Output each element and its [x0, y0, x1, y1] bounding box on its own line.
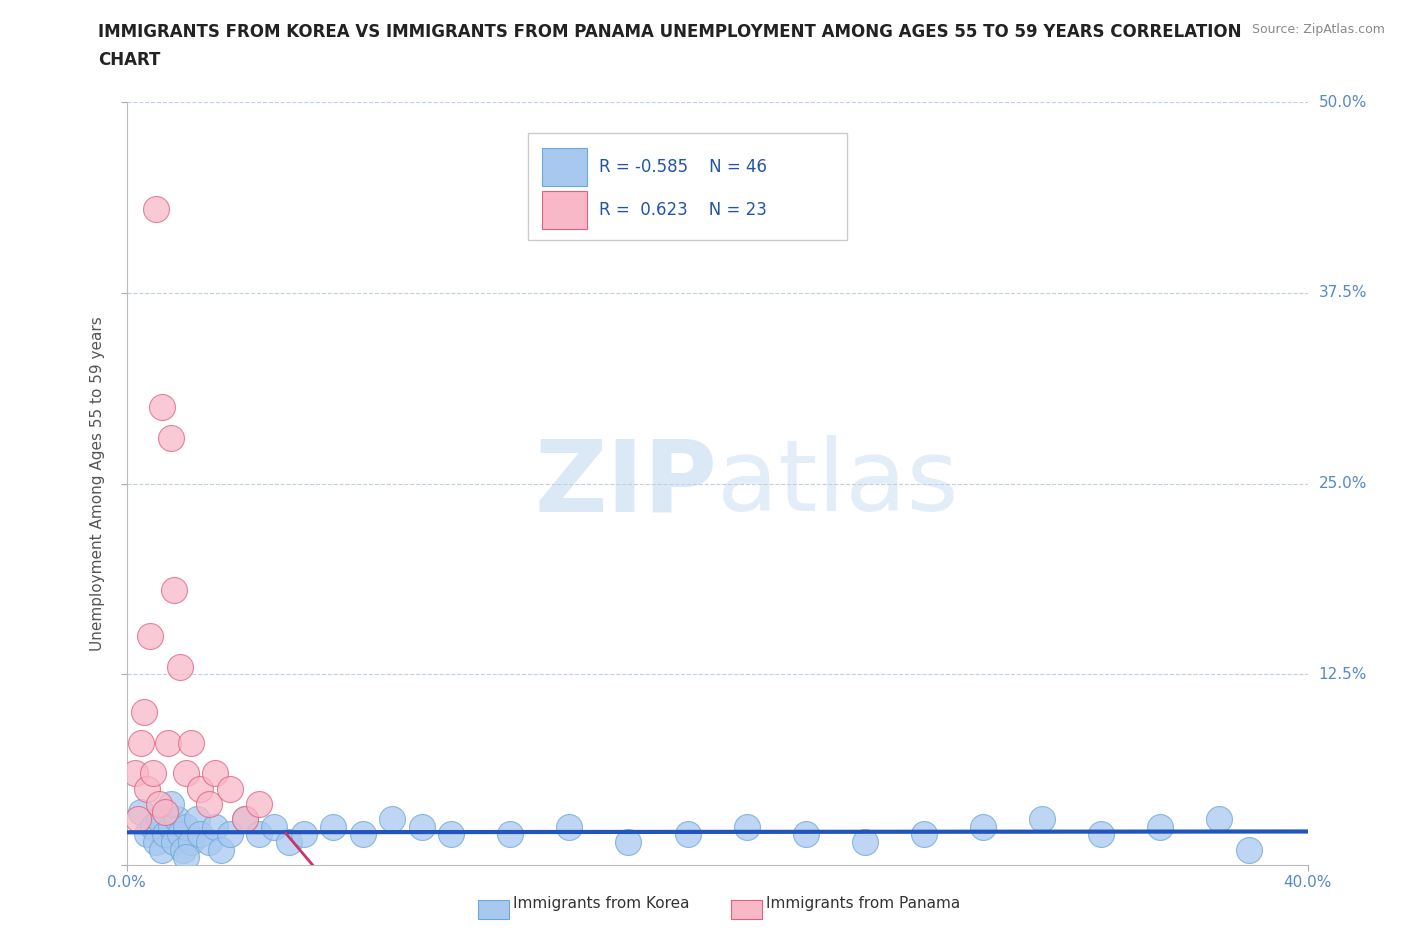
- Text: 25.0%: 25.0%: [1319, 476, 1367, 491]
- Point: [263, 819, 285, 834]
- Text: R =  0.623    N = 23: R = 0.623 N = 23: [599, 201, 766, 219]
- Point: [794, 827, 817, 842]
- Point: [219, 781, 242, 796]
- Text: Immigrants from Korea: Immigrants from Korea: [513, 897, 690, 911]
- Point: [150, 843, 173, 857]
- Point: [249, 827, 271, 842]
- Point: [169, 827, 191, 842]
- Point: [129, 736, 153, 751]
- Point: [153, 827, 176, 842]
- Point: [145, 834, 167, 849]
- Point: [174, 766, 197, 781]
- Point: [139, 629, 162, 644]
- Point: [352, 827, 374, 842]
- Point: [127, 812, 149, 827]
- Point: [912, 827, 935, 842]
- Point: [145, 202, 167, 217]
- Point: [180, 834, 202, 849]
- Point: [853, 834, 876, 849]
- Text: IMMIGRANTS FROM KOREA VS IMMIGRANTS FROM PANAMA UNEMPLOYMENT AMONG AGES 55 TO 59: IMMIGRANTS FROM KOREA VS IMMIGRANTS FROM…: [98, 23, 1241, 41]
- Point: [160, 819, 183, 834]
- Point: [322, 819, 344, 834]
- Point: [160, 431, 183, 445]
- Point: [163, 834, 186, 849]
- Y-axis label: Unemployment Among Ages 55 to 59 years: Unemployment Among Ages 55 to 59 years: [90, 316, 105, 651]
- Point: [124, 766, 146, 781]
- Point: [163, 583, 186, 598]
- Point: [1208, 812, 1230, 827]
- Point: [172, 843, 194, 857]
- Text: Source: ZipAtlas.com: Source: ZipAtlas.com: [1251, 23, 1385, 36]
- Point: [169, 659, 191, 674]
- Point: [1090, 827, 1112, 842]
- Point: [617, 834, 640, 849]
- Bar: [543, 191, 588, 229]
- Point: [148, 796, 170, 811]
- Point: [1237, 843, 1260, 857]
- Point: [153, 804, 176, 819]
- Point: [134, 705, 156, 720]
- Text: CHART: CHART: [98, 51, 160, 69]
- Point: [188, 781, 212, 796]
- Text: 50.0%: 50.0%: [1319, 95, 1367, 110]
- Point: [204, 766, 226, 781]
- Point: [233, 812, 256, 827]
- Point: [292, 827, 315, 842]
- Point: [204, 819, 226, 834]
- Point: [174, 819, 197, 834]
- Point: [735, 819, 758, 834]
- Point: [1149, 819, 1171, 834]
- Point: [278, 834, 301, 849]
- Point: [136, 827, 159, 842]
- Point: [186, 812, 208, 827]
- Text: R = -0.585    N = 46: R = -0.585 N = 46: [599, 158, 766, 176]
- Point: [174, 850, 197, 865]
- Point: [972, 819, 994, 834]
- Point: [440, 827, 463, 842]
- Point: [233, 812, 256, 827]
- Point: [1031, 812, 1053, 827]
- Point: [166, 812, 188, 827]
- Text: 12.5%: 12.5%: [1319, 667, 1367, 682]
- Point: [156, 736, 179, 751]
- FancyBboxPatch shape: [529, 133, 846, 240]
- Point: [142, 819, 165, 834]
- Point: [499, 827, 522, 842]
- Point: [209, 843, 232, 857]
- Text: Immigrants from Panama: Immigrants from Panama: [766, 897, 960, 911]
- Point: [676, 827, 699, 842]
- Point: [142, 766, 165, 781]
- Point: [219, 827, 242, 842]
- Text: ZIP: ZIP: [534, 435, 717, 532]
- Point: [249, 796, 271, 811]
- Point: [381, 812, 404, 827]
- Point: [188, 827, 212, 842]
- Point: [198, 834, 221, 849]
- Point: [180, 736, 202, 751]
- Bar: [543, 148, 588, 186]
- Text: atlas: atlas: [717, 435, 959, 532]
- Point: [129, 804, 153, 819]
- Point: [160, 796, 183, 811]
- Text: 37.5%: 37.5%: [1319, 286, 1367, 300]
- Point: [148, 812, 170, 827]
- Point: [150, 400, 173, 415]
- Point: [558, 819, 581, 834]
- Point: [136, 781, 159, 796]
- Point: [198, 796, 221, 811]
- Point: [411, 819, 433, 834]
